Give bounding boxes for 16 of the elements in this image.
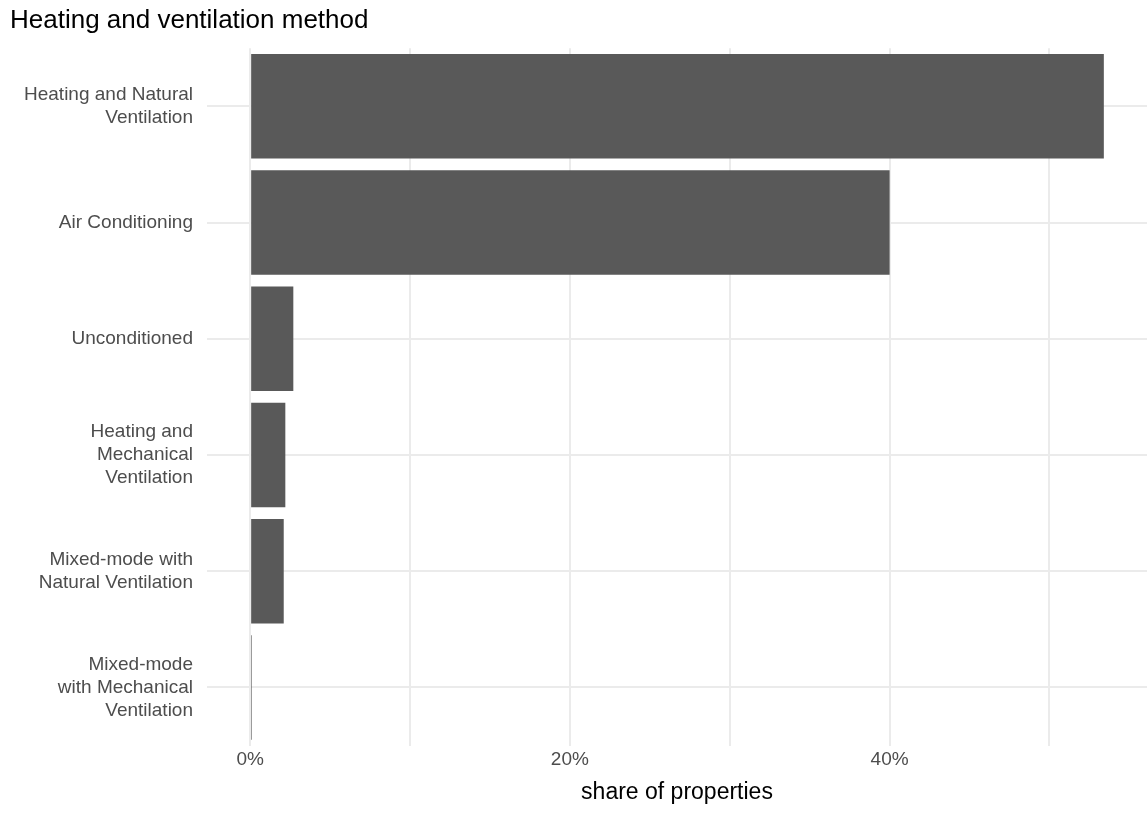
y-tick-label: Mixed-mode with Mechanical Ventilation — [56, 652, 193, 720]
y-tick-label: Mixed-mode with Natural Ventilation — [38, 548, 193, 592]
chart-title: Heating and ventilation method — [10, 3, 369, 34]
bar — [251, 170, 890, 275]
y-tick-label: Heating and Natural Ventilation — [24, 83, 193, 127]
y-tick-label: Heating and Mechanical Ventilation — [90, 420, 193, 488]
bar — [251, 518, 284, 624]
x-tick-label: 40% — [870, 748, 909, 770]
bar — [251, 54, 1104, 159]
bar — [251, 286, 294, 392]
x-tick-label: 20% — [550, 748, 590, 770]
y-tick-label: Air Conditioning — [58, 210, 193, 232]
y-tick-label: Unconditioned — [71, 327, 193, 349]
x-axis-title: share of properties — [581, 777, 773, 804]
bar — [251, 402, 286, 508]
x-tick-label: 0% — [236, 748, 264, 770]
